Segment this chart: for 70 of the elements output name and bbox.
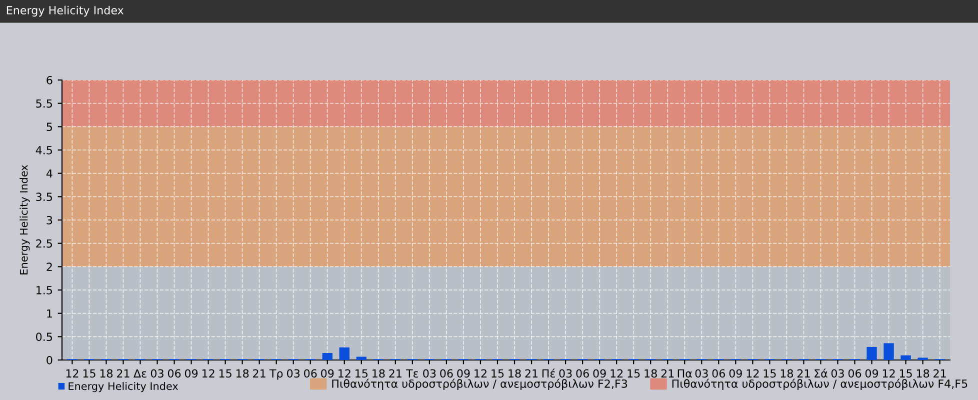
x-tick-label: 12 [202,369,214,378]
x-tick-label: 06 [576,369,589,378]
y-tick-label: 4.5 [36,146,52,154]
x-tick-label: 15 [492,369,504,378]
x-tick-label: Τε [406,369,418,378]
x-tick-label: 21 [797,369,810,378]
x-tick-label: 06 [304,369,317,378]
x-tick-label: 09 [457,369,470,378]
x-tick-label: 03 [150,369,164,378]
x-tick-label: 03 [423,369,436,378]
x-tick-label: 15 [356,369,368,378]
legend-label: Energy Helicity Index [68,382,178,392]
y-tick-label: 5.5 [36,99,52,108]
y-tick-label: 2 [46,262,52,271]
x-tick-label: 12 [610,369,623,378]
x-tick-label: 18 [916,369,930,378]
x-tick-label: 18 [780,369,793,378]
x-tick-label: 03 [695,369,708,378]
x-tick-label: 21 [661,369,674,378]
x-tick-label: 12 [746,369,759,378]
y-tick-label: 1.5 [36,286,52,294]
x-tick-label: 06 [440,369,453,378]
legend-label: Πιθανότητα υδροστρόβιλων / ανεμοστρόβιλων F2,F3 [332,378,628,390]
y-axis-title: Energy Helicity Index [20,165,30,274]
x-tick-label: 18 [236,369,249,378]
x-tick-label: 18 [644,369,657,378]
y-tick-label: 0 [46,356,52,364]
x-tick-label: Πέ [542,368,555,378]
x-tick-label: 09 [865,369,878,378]
y-tick-label: 3.5 [36,192,52,202]
x-tick-label: 21 [389,369,402,378]
x-tick-label: 09 [593,369,606,378]
x-tick-label: 18 [508,369,521,378]
x-tick-label: 03 [559,369,572,378]
x-tick-label: 18 [100,369,113,378]
x-tick-label: 06 [848,369,862,378]
x-tick-label: 15 [900,369,912,378]
x-tick-label: 21 [253,369,266,378]
x-tick-label: 03 [831,369,844,378]
x-tick-label: Τρ [269,369,283,380]
y-tick-label: 0.5 [36,332,52,342]
x-tick-label: 12 [474,369,486,378]
y-tick-label: 4 [46,169,52,178]
legend-label: Πιθανότητα υδροστρόβιλων / ανεμοστρόβιλων F4,F5 [672,378,968,390]
x-tick-label: 06 [168,369,181,378]
x-tick-label: 15 [219,369,232,378]
x-tick-label: 15 [83,369,96,378]
x-tick-label: 12 [338,369,350,378]
x-tick-label: 09 [321,369,334,378]
y-tick-label: 2.5 [36,239,52,248]
x-tick-label: 12 [66,369,78,378]
x-tick-label: Σά [814,368,828,378]
x-tick-label: Πα [678,369,692,378]
x-tick-label: 18 [372,369,385,378]
y-tick-label: 5 [46,122,52,132]
x-tick-label: 21 [525,369,538,378]
y-tick-label: 6 [46,76,52,84]
x-tick-label: 06 [712,369,726,378]
x-tick-label: 03 [287,369,300,378]
chart-title: Energy Helicity Index [6,6,124,17]
y-tick-label: 1 [47,309,52,318]
x-tick-label: 09 [184,369,198,378]
x-tick-label: 15 [764,369,776,378]
x-tick-label: 15 [628,369,640,378]
x-tick-label: 09 [729,369,742,378]
x-tick-label: 21 [116,369,130,378]
x-tick-label: 12 [882,369,895,378]
x-tick-label: Δε [134,369,146,378]
y-tick-label: 3 [46,216,52,224]
x-tick-label: 21 [934,369,946,378]
